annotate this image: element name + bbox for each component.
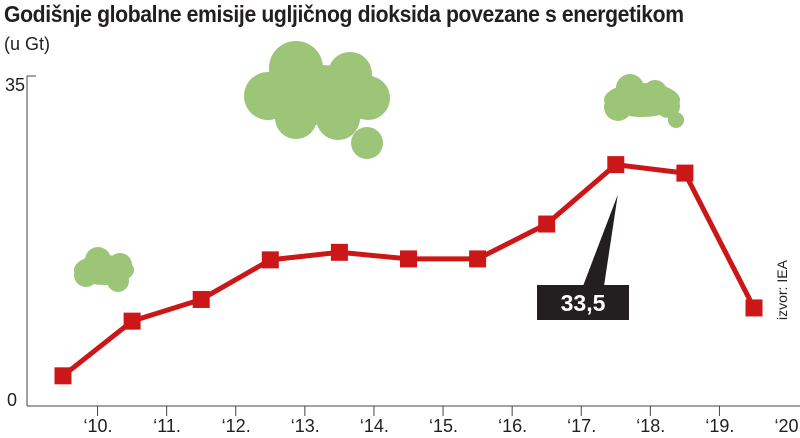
data-marker (745, 299, 763, 317)
cloud-icon-right (604, 74, 684, 128)
x-tick-label: ‘14. (360, 416, 389, 436)
data-marker (676, 164, 694, 182)
x-tick-label: ‘17. (567, 416, 596, 436)
data-marker (538, 215, 556, 233)
x-tick-label: ‘20. (774, 416, 800, 436)
data-marker (54, 367, 72, 385)
data-marker (400, 250, 417, 268)
callout-box (537, 285, 629, 320)
callout-label: 33,5 (561, 290, 606, 316)
x-tick-labels: ‘10. ‘11. ‘12. ‘13. ‘14. ‘15. ‘16. ‘17. ‘18. ‘19.… (83, 416, 800, 436)
x-tick-label: ‘19. (705, 416, 734, 436)
data-marker (607, 156, 625, 174)
data-marker (192, 290, 210, 308)
x-tick-label: ‘11. (153, 416, 181, 436)
chart-unit-label: (u Gt) (4, 34, 51, 54)
y-tick-label-min: 0 (7, 390, 17, 410)
data-marker (469, 250, 487, 268)
x-ticks (97, 406, 720, 416)
callout-pointer (583, 194, 618, 286)
chart-title: Godišnje globalne emisije ugljičnog diok… (4, 1, 684, 27)
data-marker (330, 243, 348, 261)
series-emissions (54, 156, 763, 385)
series-line (61, 162, 757, 378)
cloud-icon-large (244, 41, 390, 159)
x-tick-label: ‘15. (429, 416, 458, 436)
x-tick-label: ‘18. (636, 416, 665, 436)
x-tick-label: ‘13. (291, 416, 320, 436)
x-tick-label: ‘16. (498, 416, 527, 436)
cloud-icon-small (74, 247, 134, 292)
x-tick-label: ‘10. (83, 416, 112, 436)
data-marker (123, 312, 141, 330)
x-tick-label: ‘12. (222, 416, 251, 436)
data-marker (261, 251, 279, 269)
y-tick-label-max: 35 (5, 75, 25, 95)
